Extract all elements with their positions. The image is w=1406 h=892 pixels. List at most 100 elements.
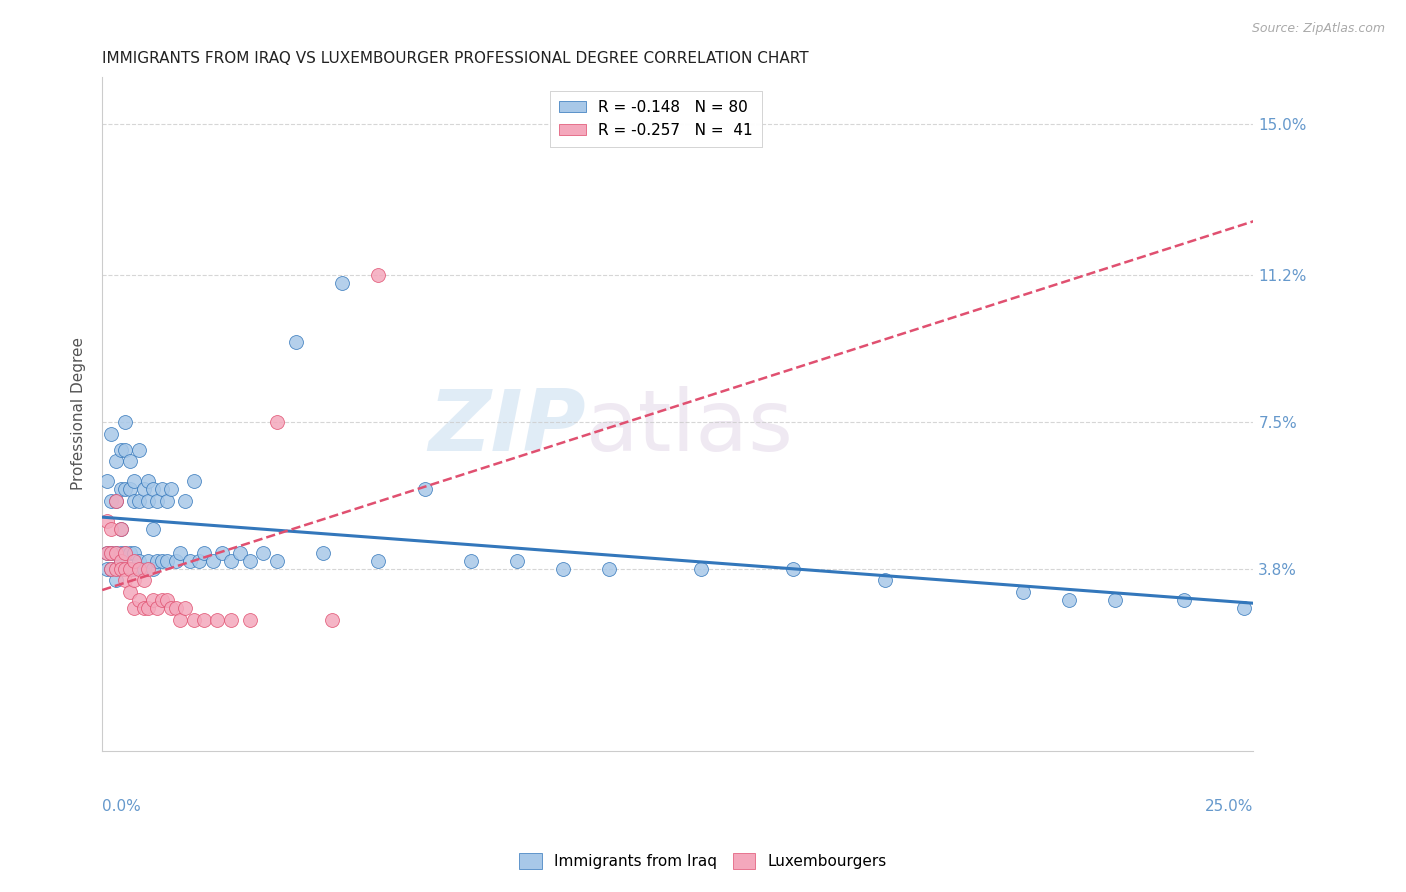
Point xyxy=(124,601,146,615)
Point xyxy=(118,482,141,496)
Point xyxy=(1012,585,1035,599)
Point xyxy=(110,442,132,457)
Point xyxy=(211,546,233,560)
Point xyxy=(207,613,229,627)
Point xyxy=(460,554,482,568)
Point xyxy=(128,494,150,508)
Point xyxy=(174,494,197,508)
Point xyxy=(238,613,260,627)
Point xyxy=(183,613,205,627)
Point xyxy=(150,593,173,607)
Point xyxy=(110,522,132,536)
Point xyxy=(284,335,307,350)
Point xyxy=(136,494,159,508)
Point xyxy=(110,482,132,496)
Point xyxy=(183,475,205,489)
Point xyxy=(142,522,165,536)
Point xyxy=(142,561,165,575)
Point xyxy=(266,554,288,568)
Point xyxy=(118,546,141,560)
Point xyxy=(114,574,136,588)
Point xyxy=(321,613,343,627)
Point xyxy=(156,554,179,568)
Point xyxy=(105,454,128,468)
Point xyxy=(118,585,141,599)
Point xyxy=(114,561,136,575)
Point xyxy=(160,601,183,615)
Point xyxy=(96,514,118,528)
Point xyxy=(146,601,169,615)
Point xyxy=(114,546,136,560)
Point xyxy=(150,482,173,496)
Text: ZIP: ZIP xyxy=(427,386,586,469)
Point xyxy=(367,268,389,282)
Point xyxy=(124,475,146,489)
Legend: R = -0.148   N = 80, R = -0.257   N =  41: R = -0.148 N = 80, R = -0.257 N = 41 xyxy=(550,91,762,147)
Point xyxy=(165,554,187,568)
Point xyxy=(136,561,159,575)
Text: IMMIGRANTS FROM IRAQ VS LUXEMBOURGER PROFESSIONAL DEGREE CORRELATION CHART: IMMIGRANTS FROM IRAQ VS LUXEMBOURGER PRO… xyxy=(103,51,808,66)
Point xyxy=(124,546,146,560)
Point xyxy=(193,613,215,627)
Point xyxy=(96,561,118,575)
Point xyxy=(1173,593,1195,607)
Point xyxy=(100,546,122,560)
Point xyxy=(105,574,128,588)
Legend: Immigrants from Iraq, Luxembourgers: Immigrants from Iraq, Luxembourgers xyxy=(513,847,893,875)
Point xyxy=(179,554,201,568)
Point xyxy=(105,546,128,560)
Point xyxy=(142,482,165,496)
Point xyxy=(413,482,436,496)
Point xyxy=(114,415,136,429)
Point xyxy=(160,482,183,496)
Point xyxy=(132,601,155,615)
Point xyxy=(505,554,527,568)
Point xyxy=(689,561,711,575)
Point xyxy=(128,442,150,457)
Point xyxy=(142,593,165,607)
Point xyxy=(96,546,118,560)
Point xyxy=(124,494,146,508)
Point xyxy=(146,494,169,508)
Point xyxy=(105,494,128,508)
Point xyxy=(105,546,128,560)
Y-axis label: Professional Degree: Professional Degree xyxy=(72,337,86,491)
Point xyxy=(136,601,159,615)
Point xyxy=(873,574,896,588)
Point xyxy=(96,475,118,489)
Point xyxy=(132,574,155,588)
Point xyxy=(169,546,191,560)
Point xyxy=(598,561,620,575)
Point xyxy=(110,522,132,536)
Point xyxy=(114,442,136,457)
Text: 0.0%: 0.0% xyxy=(103,798,141,814)
Point xyxy=(219,613,242,627)
Point xyxy=(252,546,274,560)
Point xyxy=(124,574,146,588)
Point xyxy=(169,613,191,627)
Point xyxy=(128,554,150,568)
Point xyxy=(1104,593,1126,607)
Point xyxy=(110,561,132,575)
Point xyxy=(136,554,159,568)
Point xyxy=(136,475,159,489)
Point xyxy=(100,426,122,441)
Point xyxy=(312,546,335,560)
Point xyxy=(118,454,141,468)
Point xyxy=(100,522,122,536)
Point xyxy=(128,561,150,575)
Point xyxy=(110,546,132,560)
Point xyxy=(114,561,136,575)
Point xyxy=(96,546,118,560)
Point xyxy=(100,561,122,575)
Point xyxy=(124,554,146,568)
Text: 25.0%: 25.0% xyxy=(1205,798,1253,814)
Point xyxy=(105,561,128,575)
Point xyxy=(150,554,173,568)
Point xyxy=(132,561,155,575)
Point xyxy=(266,415,288,429)
Point xyxy=(1057,593,1080,607)
Point xyxy=(132,482,155,496)
Point xyxy=(156,593,179,607)
Point xyxy=(187,554,209,568)
